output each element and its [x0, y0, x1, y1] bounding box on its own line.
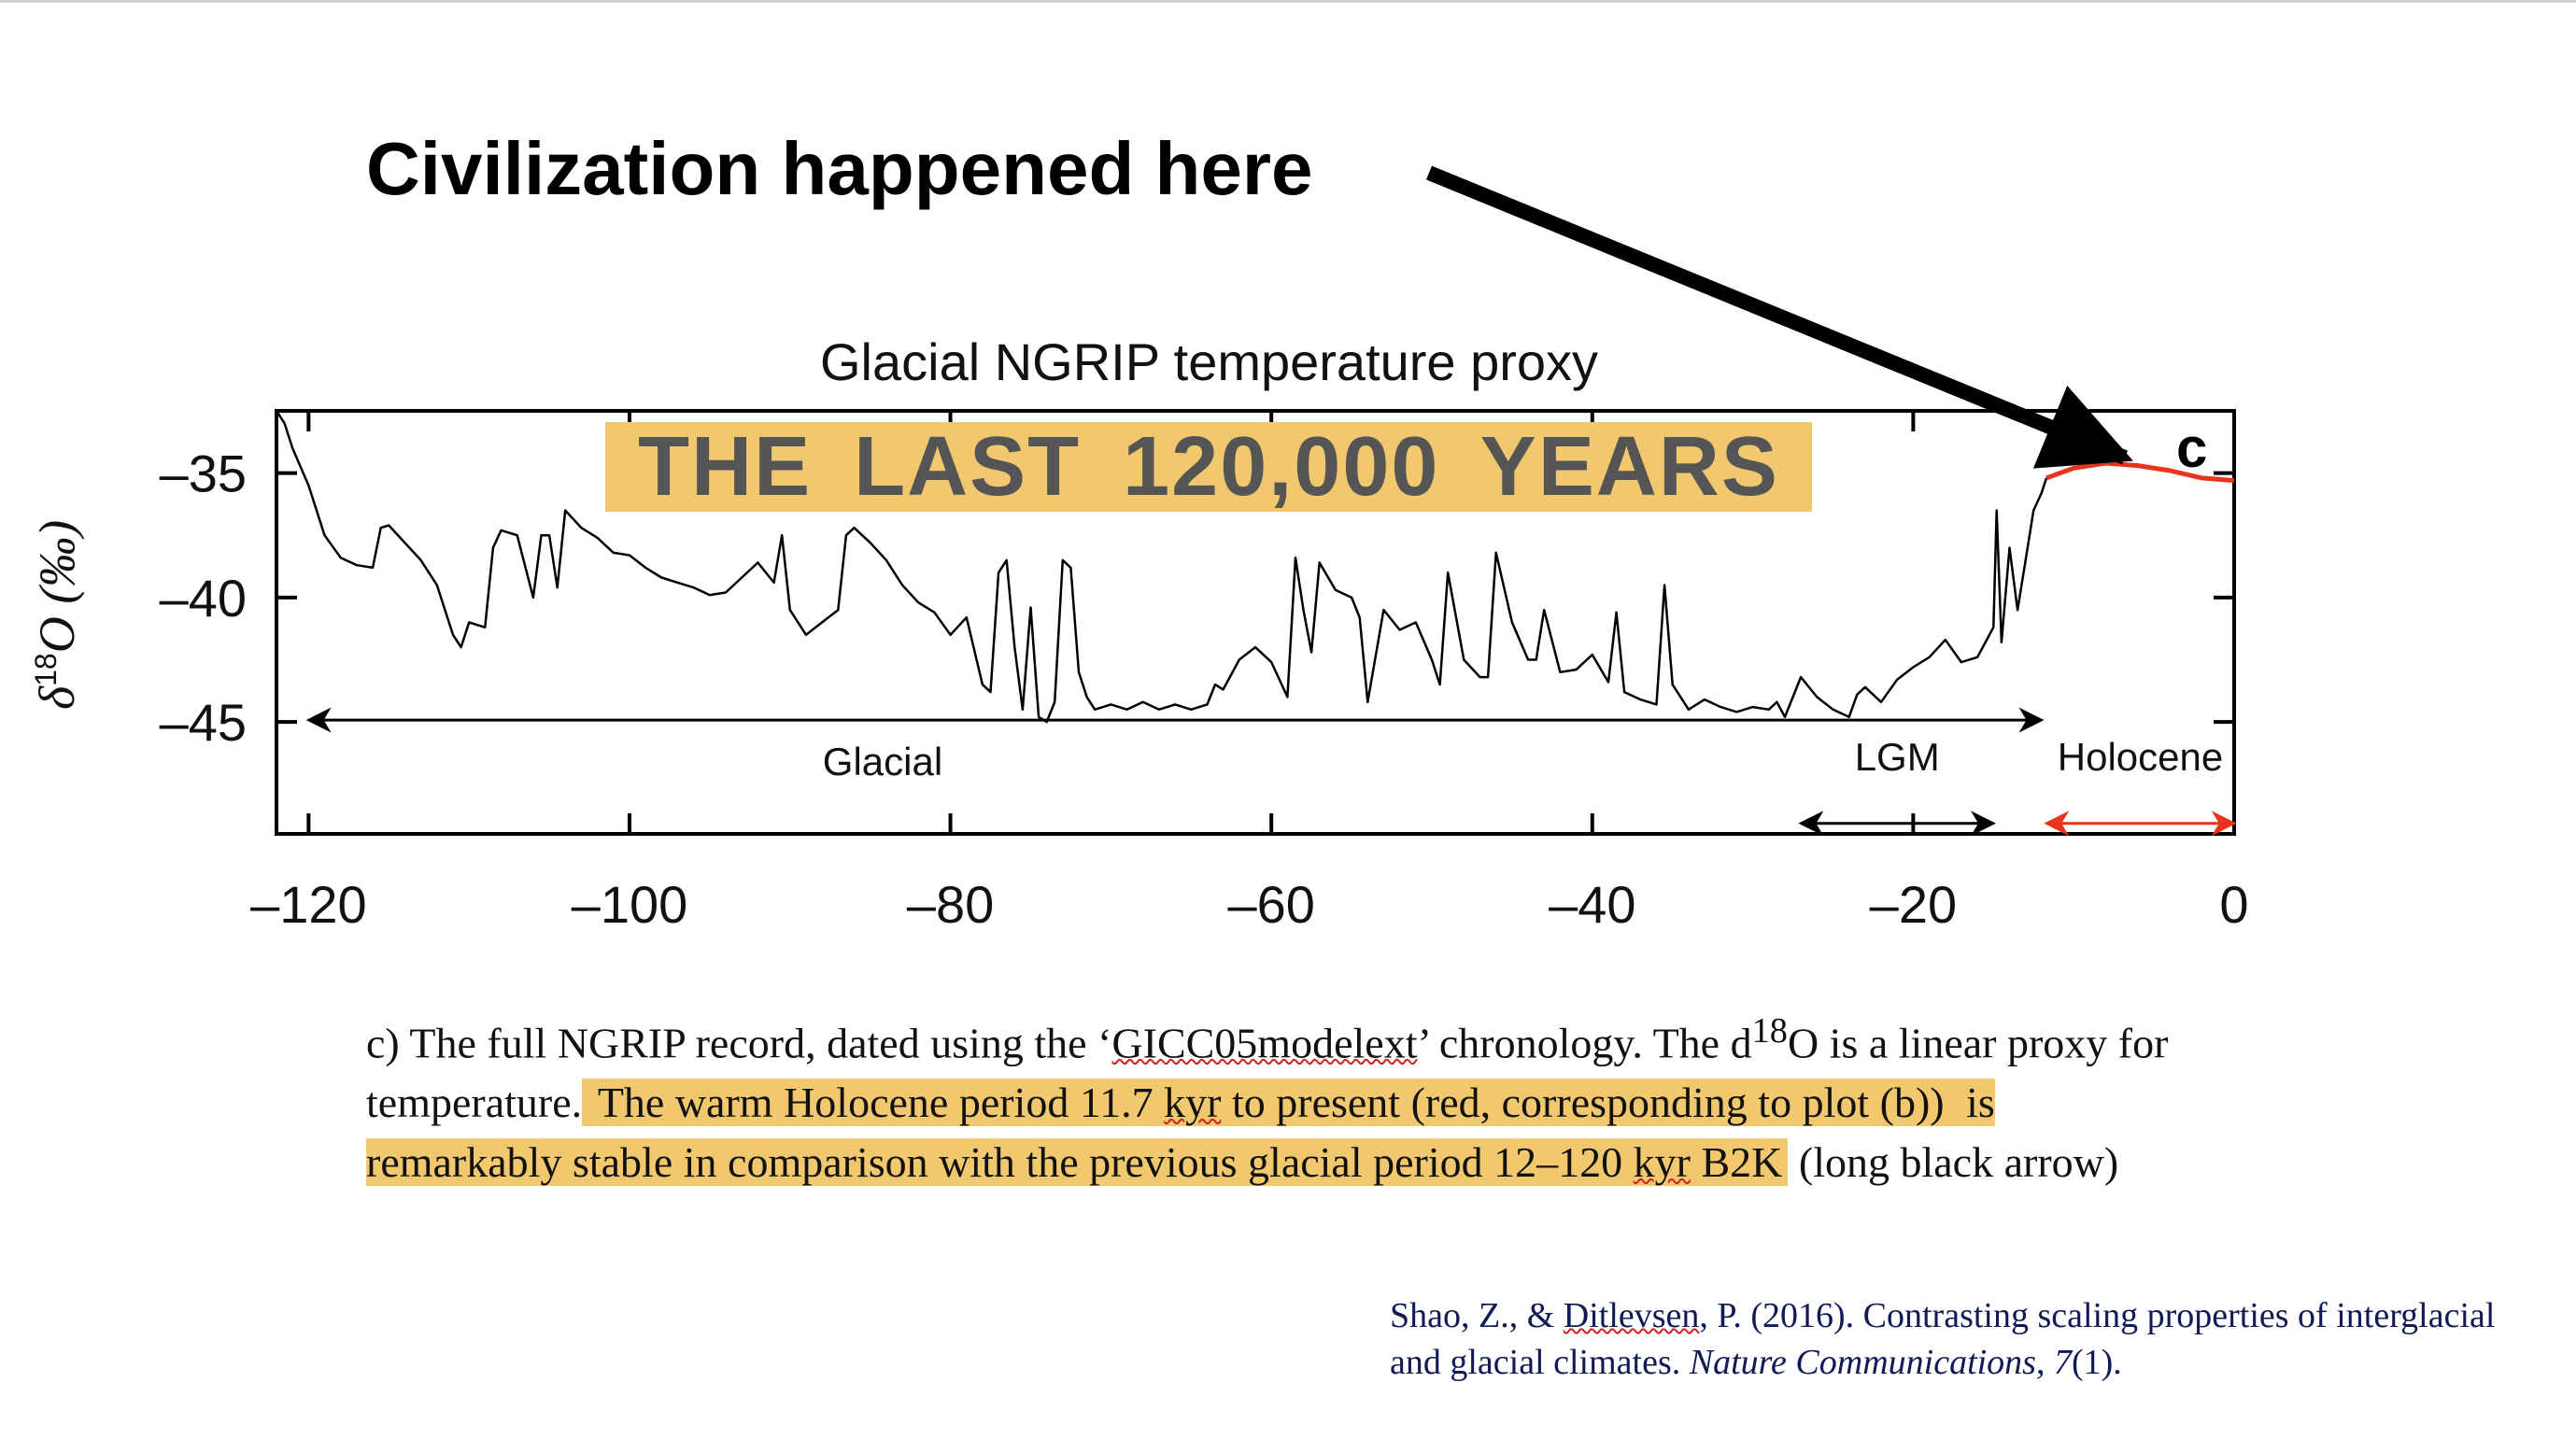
panel-label: c — [2176, 416, 2207, 479]
ngrip-chart: –120 –100 –80 –60 –40 –20 0 –35 –40 –45 Glacial L… — [160, 165, 2249, 934]
caption-h4: is remarkably stable in comparison with … — [366, 1079, 1995, 1187]
caption-part-3: ’ chronology. The d — [1417, 1019, 1752, 1067]
citation-part-7: (1). — [2071, 1343, 2122, 1382]
caption-chronology: GICC05modelext — [1111, 1019, 1418, 1067]
annotation-label: Glacial — [823, 740, 942, 783]
y-tick-label: –35 — [160, 444, 247, 503]
citation: Shao, Z., & Ditlevsen, P. (2016). Contra… — [1390, 1292, 2511, 1386]
x-tick-label: 0 — [2219, 875, 2248, 934]
citation-author: Ditlevsen — [1563, 1296, 1700, 1335]
citation-part-1: Shao, Z., & — [1390, 1296, 1564, 1335]
x-tick-label: –60 — [1227, 875, 1314, 934]
x-tick-label: –40 — [1549, 875, 1635, 934]
caption-h6: B2K — [1690, 1138, 1783, 1187]
x-tick-label: –80 — [907, 875, 994, 934]
annotation-label: Holocene — [2058, 735, 2223, 779]
y-tick-label: –40 — [160, 569, 247, 628]
plot-frame — [275, 409, 2236, 836]
caption-h3: to present (red, corresponding to plot (… — [1221, 1079, 1945, 1127]
caption-h5: kyr — [1633, 1138, 1691, 1187]
y-tick-label: –45 — [160, 693, 247, 752]
caption-h1: The warm Holocene period 11.7 — [587, 1079, 1165, 1127]
citation-part-5: , — [2035, 1343, 2054, 1382]
caption-h2: kyr — [1164, 1079, 1222, 1127]
headline: Civilization happened here — [366, 127, 1313, 210]
caption-highlight-1: The warm Holocene period 11.7 kyr to pre… — [582, 1079, 1950, 1127]
citation-volume: 7 — [2053, 1343, 2072, 1382]
caption-part-5: O is a linear proxy for temperature. — [366, 1019, 2169, 1127]
figure-caption: c) The full NGRIP record, dated using th… — [366, 1001, 2197, 1192]
civilization-pointer-arrow — [1425, 165, 2133, 469]
glacial-series-line — [275, 410, 2048, 724]
banner-text: THE LAST 120,000 YEARS — [638, 420, 1779, 514]
x-tick-label: –120 — [250, 875, 367, 934]
top-divider — [0, 0, 2576, 3]
caption-part-1: c) The full NGRIP record, dated using th… — [366, 1019, 1112, 1067]
chart-title: Glacial NGRIP temperature proxy — [820, 332, 1599, 391]
x-tick-label: –20 — [1870, 875, 1957, 934]
caption-sup: 18 — [1751, 1011, 1788, 1051]
caption-part-6: (long black arrow) — [1788, 1138, 2119, 1187]
highlight-banner: THE LAST 120,000 YEARS — [605, 422, 1812, 512]
annotation-label: LGM — [1855, 735, 1940, 779]
x-tick-label: –100 — [572, 875, 688, 934]
citation-journal: Nature Communications — [1689, 1343, 2036, 1382]
citation-part-3: , P. (2016). Contrasting scaling propert… — [1390, 1296, 2496, 1382]
